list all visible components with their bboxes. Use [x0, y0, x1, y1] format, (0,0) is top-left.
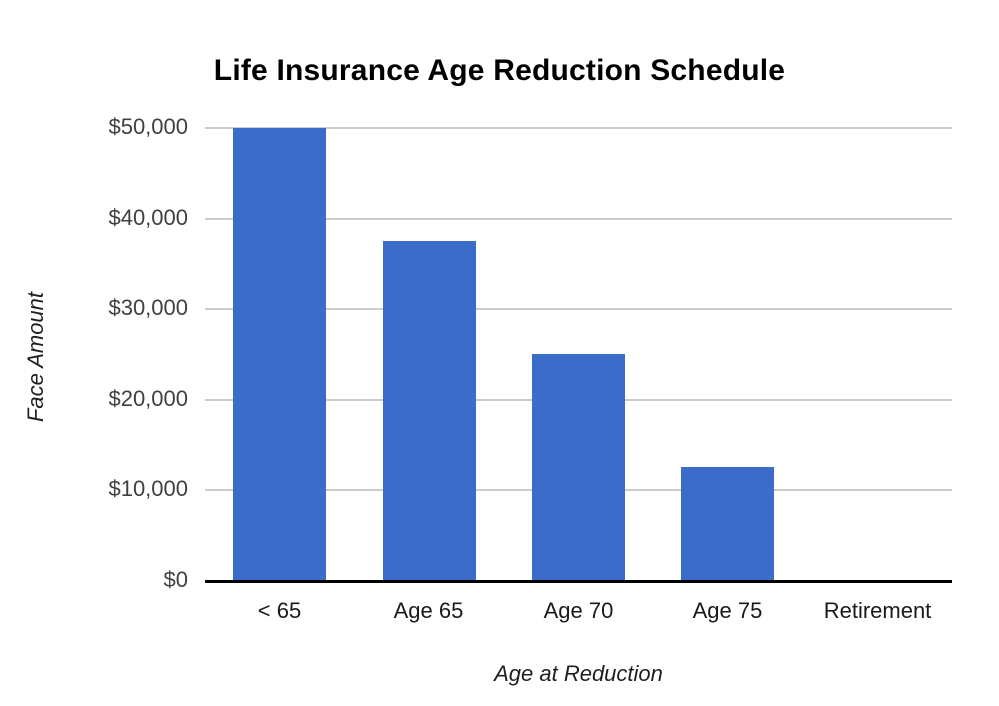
x-tick-label: Age 65 [393, 598, 464, 623]
x-tick-label: Age 70 [543, 598, 614, 623]
bar-age-65 [383, 241, 476, 580]
y-tick-label: $20,000 [108, 386, 188, 411]
y-tick-label: $30,000 [108, 295, 188, 320]
bar--65 [233, 128, 326, 580]
plot-area [205, 127, 952, 583]
gridline [205, 217, 952, 220]
y-tick-label: $50,000 [108, 114, 188, 139]
x-tick-label: Retirement [823, 598, 932, 623]
x-axis-title: Age at Reduction [494, 661, 663, 686]
y-tick-label: $10,000 [108, 476, 188, 501]
bar-age-75 [681, 467, 774, 580]
gridline [205, 308, 952, 311]
x-tick-label: Age 75 [692, 598, 763, 623]
y-axis-title: Face Amount [23, 291, 48, 423]
y-tick-label: $0 [163, 567, 188, 592]
x-tick-label: < 65 [257, 598, 302, 623]
x-axis-line [205, 580, 952, 583]
gridline [205, 127, 952, 129]
chart-title: Life Insurance Age Reduction Schedule [213, 54, 786, 87]
y-tick-label: $40,000 [108, 205, 188, 230]
bar-age-70 [532, 354, 625, 580]
